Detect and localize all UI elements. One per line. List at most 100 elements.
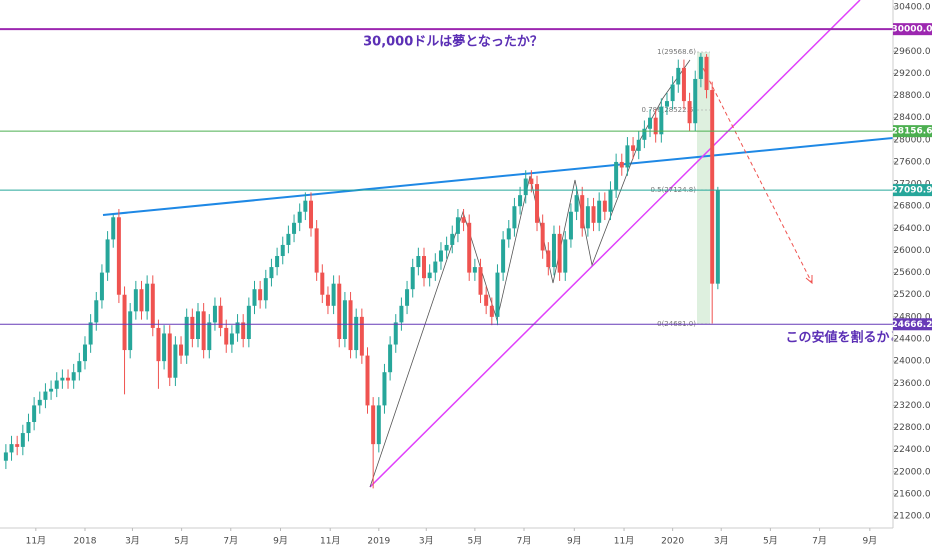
candle-body [201, 311, 206, 351]
candle-body [631, 145, 636, 151]
candle-body [20, 433, 25, 447]
candle-body [43, 391, 48, 400]
candle-body [139, 289, 144, 312]
candle-body [365, 355, 370, 406]
x-tick-label: 11月 [320, 536, 340, 547]
candle-body [32, 405, 37, 422]
x-tick-label: 9月 [862, 536, 877, 547]
candle-body [105, 239, 110, 273]
candle-body [422, 256, 427, 279]
candle-body [489, 305, 494, 317]
x-tick-label: 7月 [223, 536, 238, 547]
candle-body [636, 139, 641, 151]
candle-body [681, 67, 686, 102]
candle-body [546, 250, 551, 268]
highlight-range [697, 52, 710, 324]
candle-body [687, 101, 692, 124]
candle-body [648, 117, 653, 129]
x-tick-label: 2019 [367, 537, 390, 547]
candle-body [455, 217, 460, 234]
candle-body [376, 405, 381, 445]
y-tick-label: 28000.0 [893, 135, 930, 145]
candle-body [88, 322, 93, 345]
x-tick-label: 9月 [273, 536, 288, 547]
candle-body [156, 327, 161, 362]
price-badge-label: 28156.6 [892, 127, 932, 137]
candle-body [190, 316, 195, 340]
x-tick-label: 5月 [174, 536, 189, 547]
candle-body [433, 261, 438, 273]
fib-label: 0.786(28522.6) [642, 106, 697, 114]
candle-body [37, 399, 42, 406]
candle-body [625, 145, 630, 168]
candle-body [207, 322, 212, 351]
y-tick-label: 22800.0 [893, 423, 930, 433]
candle-body [320, 272, 325, 295]
y-tick-label: 25200.0 [893, 290, 930, 300]
candle-body [122, 294, 127, 351]
candle-body [258, 289, 263, 301]
price-axis [893, 0, 932, 550]
candle-body [128, 311, 133, 351]
candle-body [235, 322, 240, 334]
y-tick-label: 21600.0 [893, 489, 930, 499]
candle-body [252, 289, 257, 306]
candle-body [597, 200, 602, 223]
candle-body [99, 272, 104, 301]
candle-body [501, 239, 506, 273]
x-tick-label: 2018 [74, 537, 97, 547]
candle-body [292, 222, 297, 234]
candle-body [580, 195, 585, 229]
y-tick-label: 30400.0 [893, 3, 930, 13]
candle-body [325, 294, 330, 306]
candle-body [49, 388, 54, 392]
y-tick-label: 22400.0 [893, 445, 930, 455]
candle-body [698, 56, 703, 79]
x-tick-label: 7月 [517, 536, 532, 547]
candle-body [512, 206, 517, 229]
candle-body [337, 283, 342, 340]
candle-body [246, 305, 251, 340]
candle-body [286, 233, 291, 245]
candle-body [585, 206, 590, 229]
candle-body [179, 344, 184, 356]
candle-body [478, 267, 483, 295]
candle-body [461, 217, 466, 223]
candle-body [427, 272, 432, 279]
candle-body [359, 316, 364, 356]
candle-body [303, 200, 308, 212]
candle-body [66, 377, 71, 381]
candle-body [653, 117, 658, 135]
candle-body [416, 256, 421, 268]
candle-body [715, 190, 720, 284]
candle-body [116, 217, 121, 295]
x-tick-label: 9月 [567, 536, 582, 547]
x-tick-label: 2020 [661, 537, 684, 547]
candle-body [162, 333, 167, 362]
candle-body [241, 322, 246, 340]
candle-body [173, 344, 178, 378]
candle-body [518, 195, 523, 207]
y-tick-label: 24000.0 [893, 357, 930, 367]
candle-body [26, 421, 31, 434]
candle-body [263, 278, 268, 301]
candle-body [167, 333, 172, 378]
candle-body [354, 316, 359, 351]
candle-body [563, 239, 568, 273]
trend-line [102, 137, 894, 216]
candle-body [314, 228, 319, 273]
candle-body [54, 380, 59, 389]
candle-body [574, 195, 579, 212]
candle-body [506, 228, 511, 240]
candle-body [342, 300, 347, 340]
y-tick-label: 27600.0 [893, 157, 930, 167]
candle-body [602, 200, 607, 212]
price-badge-label: 27090.9 [892, 186, 932, 196]
candle-body [710, 90, 715, 284]
candle-body [71, 372, 76, 381]
candle-body [540, 222, 545, 251]
x-tick-label: 5月 [763, 536, 778, 547]
candle-body [704, 56, 709, 91]
candle-body [670, 84, 675, 102]
x-tick-label: 5月 [467, 536, 482, 547]
